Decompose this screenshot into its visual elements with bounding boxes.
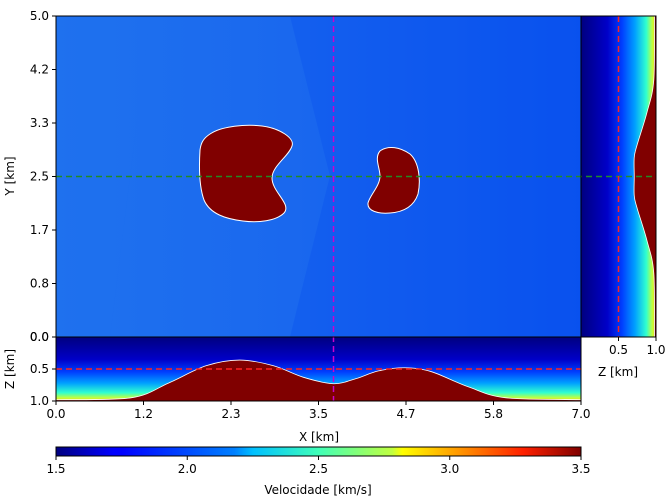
- bottom-yticks: 0.0 0.5 1.0: [30, 330, 56, 408]
- main-ytick-label: 2.5: [30, 170, 49, 184]
- right-frame: [580, 15, 657, 338]
- bottom-panel: 0.0 1.2 2.3 3.5 4.7 5.8 7.0 0.0 0.5 1.0 X [km] Z…: [3, 330, 591, 444]
- bottom-xtick-label: 2.3: [221, 407, 240, 421]
- bottom-xtick-label: 1.2: [134, 407, 153, 421]
- bottom-xtick-label: 4.7: [396, 407, 415, 421]
- main-ylabel: Y [km]: [3, 156, 17, 196]
- bottom-ytick-label: 0.5: [30, 362, 49, 376]
- main-ytick-label: 0.8: [30, 277, 49, 291]
- bottom-xticks: 0.0 1.2 2.3 3.5 4.7 5.8 7.0: [46, 401, 591, 421]
- anomaly-body-1: [199, 124, 293, 223]
- colorbar-tick-label: 2.5: [309, 462, 328, 476]
- colorbar-gradient: [55, 446, 582, 457]
- bottom-ytick-label: 1.0: [30, 394, 49, 408]
- bottom-xtick-label: 7.0: [571, 407, 590, 421]
- main-ytick-label: 4.2: [30, 62, 49, 76]
- right-xlabel: Z [km]: [598, 365, 638, 379]
- colorbar-label: Velocidade [km/s]: [264, 483, 371, 497]
- main-ytick-label: 1.7: [30, 223, 49, 237]
- bottom-xtick-label: 0.0: [46, 407, 65, 421]
- right-xtick-label: 0.5: [609, 343, 628, 357]
- bottom-xlabel: X [km]: [299, 430, 339, 444]
- main-ytick-label: 5.0: [30, 9, 49, 23]
- bottom-xtick-label: 5.8: [484, 407, 503, 421]
- right-anomaly: [633, 16, 656, 337]
- bottom-anomaly: [56, 359, 581, 401]
- colorbar-tick-label: 1.5: [46, 462, 65, 476]
- bottom-ylabel: Z [km]: [3, 349, 17, 389]
- bottom-xtick-label: 3.5: [309, 407, 328, 421]
- main-shading: [56, 16, 581, 337]
- colorbar-tick-label: 3.5: [571, 462, 590, 476]
- main-panel: 0.0 0.8 1.7 2.5 3.3 4.2 5.0 Y [km]: [3, 9, 581, 344]
- main-yticks: 0.0 0.8 1.7 2.5 3.3 4.2 5.0: [30, 9, 56, 344]
- main-ytick-label: 3.3: [30, 116, 49, 130]
- right-xticks: 0.5 1.0: [609, 337, 666, 357]
- bottom-frame: [55, 336, 582, 402]
- colorbar: 1.5 2.0 2.5 3.0 3.5 Velocidade [km/s]: [46, 446, 591, 497]
- colorbar-tick-label: 2.0: [178, 462, 197, 476]
- bottom-ytick-label: 0.0: [30, 330, 49, 344]
- colorbar-ticks: 1.5 2.0 2.5 3.0 3.5: [46, 456, 591, 476]
- right-xtick-label: 1.0: [646, 343, 665, 357]
- main-ytick-label: 0.0: [30, 330, 49, 344]
- right-panel: 0.5 1.0 Z [km]: [581, 16, 666, 379]
- colorbar-tick-label: 3.0: [440, 462, 459, 476]
